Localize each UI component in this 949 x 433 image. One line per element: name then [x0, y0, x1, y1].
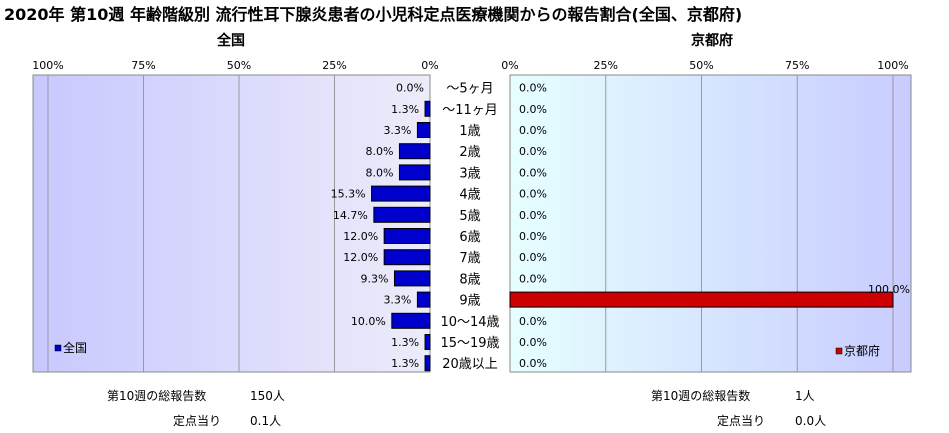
- left-panel-title: 全国: [216, 32, 245, 49]
- right-value-label: 0.0%: [519, 272, 547, 285]
- right-axis-tick: 75%: [785, 59, 809, 72]
- right-axis-tick: 25%: [594, 59, 618, 72]
- right-per-value: 0.0人: [795, 414, 827, 428]
- left-value-label: 3.3%: [383, 124, 411, 137]
- left-bar: [383, 228, 431, 244]
- left-legend-swatch: [54, 344, 62, 352]
- right-panel-title: 京都府: [691, 32, 733, 49]
- right-total-value: 1人: [795, 389, 815, 403]
- right-value-label: 0.0%: [519, 166, 547, 179]
- category-label: 9歳: [459, 294, 480, 309]
- left-value-label: 8.0%: [365, 145, 393, 158]
- category-label: ～11ヶ月: [442, 103, 498, 118]
- right-legend-swatch: [835, 347, 843, 355]
- left-value-label: 0.0%: [396, 82, 424, 95]
- right-value-label: 0.0%: [519, 82, 547, 95]
- left-axis-tick: 75%: [131, 59, 155, 72]
- left-axis-tick: 25%: [322, 59, 346, 72]
- left-per-value: 0.1人: [250, 414, 282, 428]
- category-label: 3歳: [459, 166, 480, 181]
- left-value-label: 1.3%: [391, 357, 419, 370]
- right-total-label: 第10週の総報告数: [651, 389, 751, 403]
- left-bar: [416, 291, 431, 308]
- right-axis-tick: 0%: [501, 59, 518, 72]
- right-value-label: 0.0%: [519, 103, 547, 116]
- left-value-label: 10.0%: [351, 315, 386, 328]
- category-label: 6歳: [459, 230, 480, 245]
- left-value-label: 8.0%: [365, 166, 393, 179]
- left-value-label: 12.0%: [343, 251, 378, 264]
- left-value-label: 15.3%: [331, 188, 366, 201]
- left-bar: [416, 122, 431, 138]
- category-label: 2歳: [459, 145, 480, 160]
- left-bar: [391, 312, 431, 329]
- left-value-label: 3.3%: [383, 294, 411, 307]
- left-bar: [424, 355, 431, 372]
- category-label: 20歳以上: [442, 357, 498, 372]
- category-label: 15～19歳: [440, 336, 499, 351]
- left-bar: [424, 100, 431, 117]
- right-value-label: 0.0%: [519, 336, 547, 349]
- right-value-label: 0.0%: [519, 230, 547, 243]
- right-value-label: 0.0%: [519, 145, 547, 158]
- category-label: 8歳: [459, 272, 480, 287]
- right-value-label: 0.0%: [519, 209, 547, 222]
- left-bar: [371, 185, 431, 202]
- right-value-label: 100.0%: [868, 283, 910, 296]
- left-bar: [393, 270, 431, 287]
- right-axis-tick: 100%: [877, 59, 908, 72]
- left-bar: [398, 164, 431, 181]
- right-per-label: 定点当り: [717, 414, 766, 428]
- right-value-label: 0.0%: [519, 251, 547, 264]
- left-bar: [373, 206, 431, 223]
- category-label: 7歳: [459, 251, 480, 266]
- right-legend-label: 京都府: [844, 343, 880, 358]
- right-value-label: 0.0%: [519, 124, 547, 137]
- left-value-label: 9.3%: [361, 272, 389, 285]
- left-per-label: 定点当り: [173, 414, 222, 428]
- right-value-label: 0.0%: [519, 188, 547, 201]
- chart-title: 2020年 第10週 年齢階級別 流行性耳下腺炎患者の小児科定点医療機関からの報…: [4, 5, 743, 24]
- right-plot-area: [509, 74, 912, 373]
- left-legend-label: 全国: [63, 340, 87, 355]
- left-axis-tick: 100%: [32, 59, 63, 72]
- left-value-label: 14.7%: [333, 209, 368, 222]
- right-value-label: 0.0%: [519, 315, 547, 328]
- category-label: 10～14歳: [440, 315, 499, 330]
- left-value-label: 1.3%: [391, 336, 419, 349]
- left-plot-area: [32, 74, 431, 373]
- left-total-label: 第10週の総報告数: [107, 389, 207, 403]
- left-value-label: 12.0%: [343, 230, 378, 243]
- category-label: ～5ヶ月: [446, 82, 493, 97]
- left-bar: [398, 143, 431, 160]
- right-axis-tick: 50%: [689, 59, 713, 72]
- category-label: 1歳: [459, 124, 480, 139]
- right-value-label: 0.0%: [519, 357, 547, 370]
- category-label: 5歳: [459, 209, 480, 224]
- right-bar: [509, 291, 894, 308]
- left-value-label: 1.3%: [391, 103, 419, 116]
- left-total-value: 150人: [250, 389, 285, 403]
- left-axis-tick: 50%: [227, 59, 251, 72]
- left-bar: [383, 249, 431, 266]
- category-label: 4歳: [459, 188, 480, 203]
- left-axis-tick: 0%: [421, 59, 438, 72]
- left-bar: [424, 334, 431, 350]
